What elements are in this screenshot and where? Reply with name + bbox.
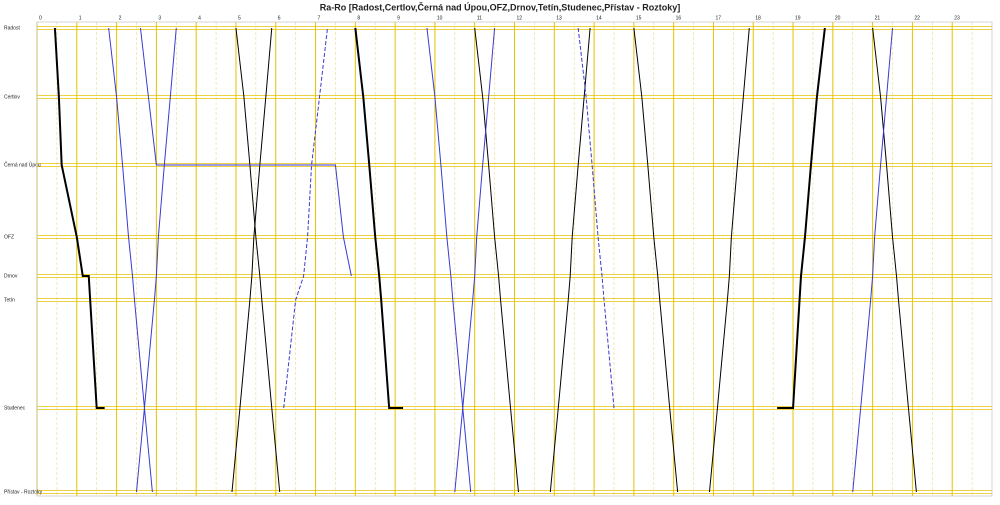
hour-label: 6	[278, 15, 281, 21]
train-path	[426, 27, 472, 493]
hour-label: 22	[914, 15, 920, 21]
train-path	[872, 27, 917, 493]
train-path	[139, 27, 352, 277]
hour-label: 2	[119, 15, 122, 21]
hour-label: 14	[596, 15, 602, 21]
station-label: Studenec	[4, 405, 26, 411]
hour-label: 23	[954, 15, 960, 21]
hour-label: 3	[158, 15, 161, 21]
train-path	[135, 27, 177, 493]
train-path	[454, 27, 496, 493]
hour-label: 21	[875, 15, 881, 21]
hour-label: 9	[397, 15, 400, 21]
station-label: Radost	[4, 25, 20, 31]
train-path	[53, 27, 105, 409]
hour-label: 5	[238, 15, 241, 21]
station-label: Tetín	[4, 297, 15, 303]
station-label: Drnov	[4, 273, 18, 279]
hour-label: 19	[795, 15, 801, 21]
train-path	[231, 27, 273, 493]
train-path	[474, 27, 519, 493]
train-path	[549, 27, 591, 493]
chart-title: Ra-Ro [Radost,Certlov,Černá nad Úpou,OFZ…	[320, 1, 681, 12]
hour-label: 15	[636, 15, 642, 21]
plot-frame	[36, 21, 993, 497]
station-label: Černá nad Úpou	[4, 161, 41, 168]
hour-label: 10	[437, 15, 443, 21]
hour-label: 11	[477, 15, 482, 21]
hour-label: 13	[556, 15, 562, 21]
hour-label: 18	[755, 15, 761, 21]
train-path	[354, 27, 404, 409]
hour-label: 8	[357, 15, 360, 21]
station-label: Certlov	[4, 94, 20, 100]
hour-label: 17	[715, 15, 721, 21]
train-path	[708, 27, 750, 493]
hour-label: 7	[318, 15, 321, 21]
hour-label: 0	[39, 15, 42, 21]
station-label: Přístav - Roztoky	[4, 489, 43, 495]
hour-label: 4	[198, 15, 201, 21]
hour-label: 20	[835, 15, 841, 21]
station-label: OFZ	[4, 234, 14, 240]
train-path	[777, 27, 826, 409]
train-path	[633, 27, 679, 493]
hour-label: 12	[517, 15, 523, 21]
train-path	[235, 27, 281, 493]
hour-label: 16	[676, 15, 682, 21]
train-path	[577, 27, 615, 409]
train-path	[852, 27, 894, 493]
train-path	[108, 27, 153, 493]
hour-label: 1	[79, 15, 82, 21]
train-path	[283, 27, 328, 409]
